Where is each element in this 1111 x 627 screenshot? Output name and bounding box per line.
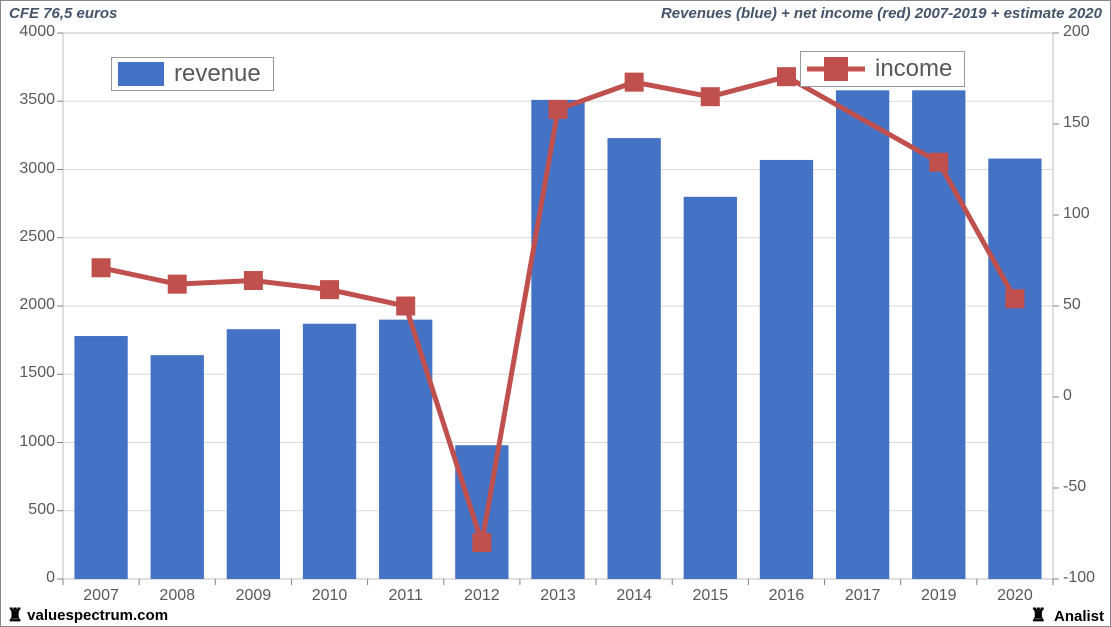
y-right-label: 0 [1063, 387, 1111, 405]
y-right-label: 200 [1063, 23, 1111, 41]
income-marker [169, 276, 185, 292]
income-marker [778, 69, 794, 85]
income-marker [398, 298, 414, 314]
y-left-label: 3500 [7, 91, 55, 109]
header-left: CFE 76,5 euros [9, 5, 117, 22]
x-label: 2010 [312, 587, 348, 605]
income-marker [1007, 291, 1023, 307]
footer-right-text: Analist [1054, 608, 1104, 625]
x-label: 2019 [921, 587, 957, 605]
y-right-label: 150 [1063, 114, 1111, 132]
x-label: 2020 [997, 587, 1033, 605]
legend-revenue-label: revenue [174, 60, 261, 88]
x-label: 2015 [693, 587, 729, 605]
legend-income-label: income [875, 55, 952, 83]
y-left-label: 2500 [7, 228, 55, 246]
income-marker [245, 273, 261, 289]
chart-header: CFE 76,5 euros Revenues (blue) + net inc… [1, 1, 1110, 25]
chart-footer: ♜ valuespectrum.com ♜ Analist [1, 604, 1110, 626]
rook-icon: ♜ [1030, 605, 1046, 625]
y-right-label: -100 [1063, 569, 1111, 587]
y-right-label: -50 [1063, 478, 1111, 496]
income-marker [550, 101, 566, 117]
header-right: Revenues (blue) + net income (red) 2007-… [661, 5, 1102, 22]
y-left-label: 1500 [7, 364, 55, 382]
footer-right: ♜ Analist [1030, 606, 1104, 625]
plot-svg [63, 33, 1053, 579]
income-marker [474, 535, 490, 551]
y-left-label: 3000 [7, 160, 55, 178]
bar [455, 445, 508, 579]
bar [531, 100, 584, 579]
income-marker [322, 282, 338, 298]
x-label: 2008 [159, 587, 195, 605]
x-label: 2014 [616, 587, 652, 605]
bar [151, 355, 204, 579]
y-right-label: 50 [1063, 296, 1111, 314]
income-marker [702, 89, 718, 105]
bar [608, 138, 661, 579]
bar [684, 197, 737, 579]
y-left-label: 1000 [7, 433, 55, 451]
y-left-label: 0 [7, 569, 55, 587]
x-label: 2017 [845, 587, 881, 605]
bar [74, 336, 127, 579]
y-left-label: 4000 [7, 23, 55, 41]
bar [303, 324, 356, 579]
x-label: 2007 [83, 587, 119, 605]
y-left-label: 500 [7, 501, 55, 519]
plot-area [63, 33, 1053, 579]
income-marker [93, 260, 109, 276]
y-right-label: 100 [1063, 205, 1111, 223]
legend-income-swatch [807, 54, 865, 84]
bar [836, 90, 889, 579]
x-label: 2012 [464, 587, 500, 605]
x-label: 2016 [769, 587, 805, 605]
income-marker [931, 154, 947, 170]
x-label: 2009 [236, 587, 272, 605]
rook-icon: ♜ [7, 606, 23, 624]
chart-frame: CFE 76,5 euros Revenues (blue) + net inc… [0, 0, 1111, 627]
bar [227, 329, 280, 579]
footer-left-text: valuespectrum.com [27, 607, 168, 624]
bar [760, 160, 813, 579]
legend-revenue-swatch [118, 62, 164, 86]
income-marker [626, 74, 642, 90]
legend-revenue: revenue [111, 57, 274, 91]
legend-income: income [800, 51, 965, 87]
x-label: 2011 [388, 587, 422, 605]
x-label: 2013 [540, 587, 576, 605]
bar [988, 159, 1041, 579]
y-left-label: 2000 [7, 296, 55, 314]
